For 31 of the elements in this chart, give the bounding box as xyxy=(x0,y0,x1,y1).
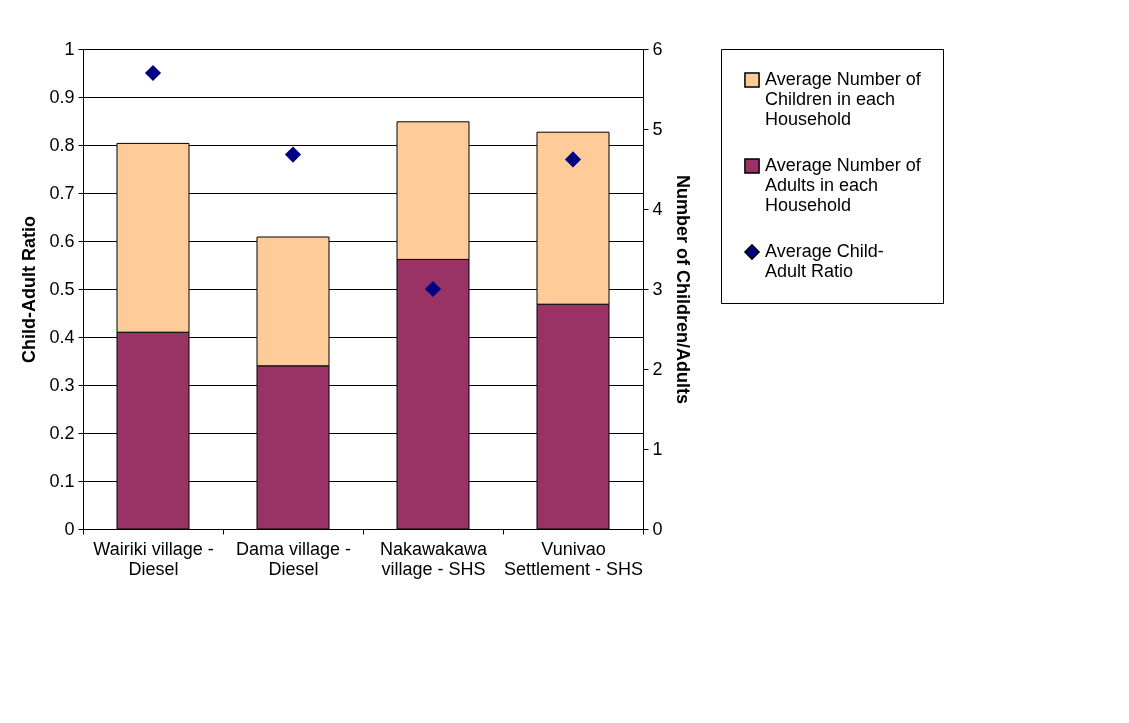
y2-tick-label: 6 xyxy=(652,38,663,59)
point xyxy=(424,280,442,298)
y-tick-label: 0.6 xyxy=(49,230,75,251)
y-tick-label: 0.7 xyxy=(49,182,75,203)
x-tick-label: Nakawakawa village - SHS xyxy=(379,538,489,579)
y2-tick-label: 5 xyxy=(652,118,663,139)
x-tick-label: Wairiki village - Diesel xyxy=(93,538,214,579)
y-tick-label: 0.5 xyxy=(49,278,75,299)
legend-label: Average Number of Children in each Household xyxy=(765,69,922,129)
y-tick-label: 0.9 xyxy=(49,86,75,107)
point xyxy=(564,151,582,168)
y2-axis-title: Number of Children/Adults xyxy=(672,175,693,404)
y2-tick-label: 1 xyxy=(652,438,663,459)
y-tick-label: 0.3 xyxy=(49,374,75,395)
y-tick-label: 0.2 xyxy=(49,422,75,443)
point xyxy=(144,64,162,82)
y-tick-label: 0.8 xyxy=(49,134,75,155)
legend-label: Average Number of Adults in each Household xyxy=(765,155,922,215)
y-axis-title: Child-Adult Ratio xyxy=(19,216,40,363)
y-tick-label: 0 xyxy=(64,518,75,539)
y-tick-label: 1 xyxy=(64,38,75,59)
y-tick-label: 0.4 xyxy=(49,326,75,347)
x-tick-label: Dama village - Diesel xyxy=(235,538,352,579)
point xyxy=(284,146,302,163)
y2-tick-label: 2 xyxy=(652,358,663,379)
legend-label: Average Child-Adult Ratio xyxy=(765,241,884,281)
y2-tick-label: 4 xyxy=(652,198,663,219)
y-tick-label: 0.1 xyxy=(49,470,75,491)
y2-tick-label: 3 xyxy=(652,278,663,299)
y2-tick-label: 0 xyxy=(652,518,663,539)
x-tick-label: Vunivao Settlement - SHS xyxy=(503,538,644,579)
